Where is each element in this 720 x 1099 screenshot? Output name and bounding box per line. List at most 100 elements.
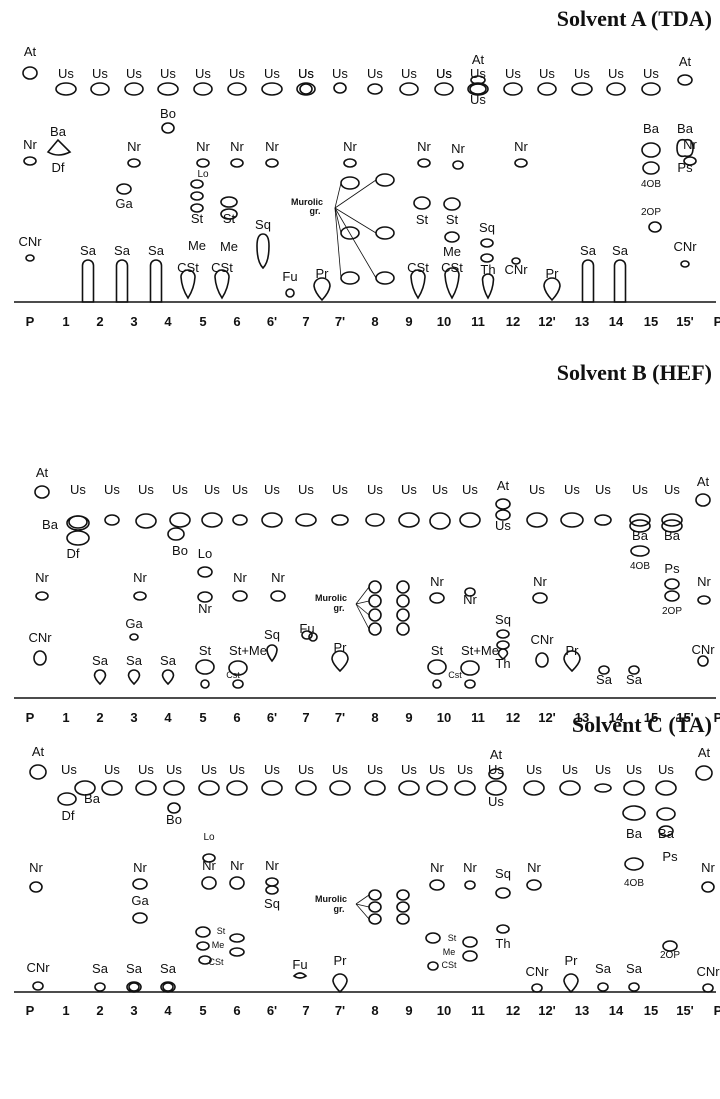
spot [454,780,476,796]
spot-label: Us [595,482,611,497]
spot [629,513,651,527]
spot-label: Sa [580,243,597,258]
spot [495,887,511,899]
spot-label: Pr [316,266,330,281]
spot [630,545,650,557]
spot-teardrop [256,233,270,270]
spot-label: Df [62,808,75,823]
spot [66,530,90,546]
spot-label: Us [488,794,504,809]
spot-teardrop [161,669,175,686]
spot [23,156,37,166]
spot-label: Us [195,66,211,81]
spot-label: CNr [691,642,715,657]
panel-solvent-c: Solvent C (TA) P 1 2 3 4 5 6 6' 7 7' 8 9 10 11 12 12' 13… [0,710,720,1099]
spot [443,197,461,211]
lane-label: 10 [437,314,451,329]
spot-label: Sq [255,217,271,232]
spot [55,82,77,96]
spot-label: Us [229,762,245,777]
spot-label: Us [529,482,545,497]
spot-label: CNr [696,964,720,979]
spot [124,82,144,96]
spot [229,947,245,957]
spot-elongated [115,259,129,303]
spot [126,981,142,993]
lane-label: P [26,710,35,725]
spot [261,82,283,96]
lane-label: 4 [164,1003,172,1018]
spot [197,566,213,578]
spot [452,160,464,170]
lane-label: P [26,1003,35,1018]
lane-label: 14 [609,1003,624,1018]
leader-line [334,182,342,209]
spot [101,780,123,796]
leader-line [355,600,370,605]
lane-label: 7 [302,314,309,329]
spot-label: Nr [343,139,357,154]
spot-label: Ba [626,826,643,841]
spot [531,983,543,993]
spot-label: Us [401,482,417,497]
spot-label: Us [332,762,348,777]
spot-label: Nr [417,139,431,154]
lane-label: 8 [371,314,378,329]
spot-teardrop [266,644,278,663]
spot [25,254,35,262]
spot-label: Nr [133,860,147,875]
spot [270,590,286,602]
spot [232,514,248,526]
spot [329,780,351,796]
lane-label: 11 [471,710,485,725]
spot-label: Us [564,482,580,497]
spot-label: Sa [80,243,97,258]
spot-label: Nr [265,139,279,154]
spot [35,591,49,601]
lane-label: 10 [437,1003,451,1018]
spot-label: Sa [126,961,143,976]
spot [642,161,660,175]
spot-label: Nr [133,570,147,585]
spot-label: 2OP [641,207,661,218]
leader-line [334,207,377,279]
spot-label: Me [443,244,461,259]
spot-teardrop [563,973,579,994]
spot-label: Ps [664,561,680,576]
spot-label: Nr [527,860,541,875]
spot [132,912,148,924]
spot-label: Sa [160,961,177,976]
spot [116,183,132,195]
spot [396,608,410,622]
spot-label: Us [264,762,280,777]
spot-label: Us [70,482,86,497]
spot [426,780,448,796]
spot [299,83,313,95]
spot-label: Us [232,482,248,497]
spot-label: Lo [198,546,212,561]
spot-label: Bo [166,812,182,827]
spot [662,940,678,952]
spot-teardrop [214,269,230,300]
spot-label: Us [298,66,314,81]
spot-label: St [191,211,204,226]
spot [594,514,612,526]
spot-label: Us [58,66,74,81]
spot-label: CSt [208,957,224,967]
lane-label: 12 [506,710,520,725]
spot-label: Ba [643,121,660,136]
spot [261,780,283,796]
spot-label: 2OP [660,950,680,961]
spot [417,158,431,168]
spot [641,82,661,96]
spot [161,122,175,134]
spot [375,271,395,285]
spot-label: CNr [530,632,554,647]
lane-label: 10 [437,710,451,725]
spot-label: Us [505,66,521,81]
spot-label: Sa [626,961,643,976]
spot [157,82,179,96]
spot-label: Us [104,482,120,497]
group-label: Murolic [315,593,347,603]
